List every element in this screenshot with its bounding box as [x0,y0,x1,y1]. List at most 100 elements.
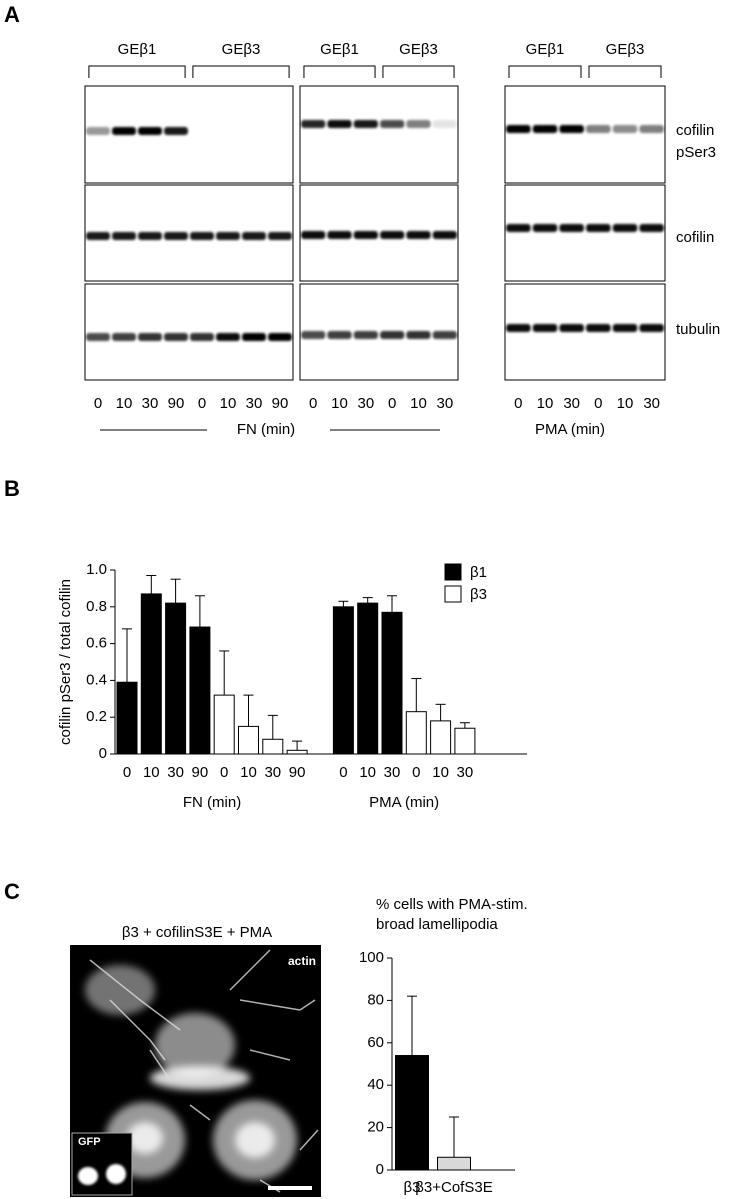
lane-label: 30 [142,395,159,412]
bar [286,749,308,755]
band [301,120,326,128]
lane-label: 0 [594,395,602,412]
band [86,127,110,135]
band [216,333,240,341]
legend-swatch [444,563,462,581]
band [327,120,352,128]
lane-label: 10 [537,395,554,412]
band [242,232,266,240]
band [138,333,162,341]
axis-label: PMA (min) [535,421,605,438]
bar [189,626,211,755]
band [190,333,214,341]
band [639,125,664,133]
x-tick-label: 10 [240,764,257,781]
bracket [508,65,582,78]
chart-title: broad lamellipodia [376,916,498,933]
y-tick-label: 100 [359,949,384,966]
lane-label: 30 [436,395,453,412]
band [586,224,611,232]
x-tick-label: 90 [192,764,209,781]
band [432,120,457,128]
axis-label: FN (min) [237,421,295,438]
bar [381,611,403,755]
x-tick-label: 30 [384,764,401,781]
lane-label: 10 [617,395,634,412]
band [559,324,584,332]
band [164,333,188,341]
blot-panel [299,283,459,381]
y-tick-label: 0 [376,1161,384,1178]
y-axis-label: cofilin pSer3 / total cofilin [57,579,74,745]
image-title: β3 + cofilinS3E + PMA [122,924,272,941]
x-tick-label: 30 [457,764,474,781]
band [353,120,378,128]
lane-label: 90 [272,395,289,412]
panel-label: A [4,2,20,27]
x-tick-label: 0 [339,764,347,781]
band [532,324,558,332]
bracket [192,65,290,78]
band [406,231,431,239]
legend-label: β3 [470,586,487,603]
band [112,127,136,135]
bracket [88,65,186,78]
bar [116,681,138,755]
bar [262,738,284,755]
band [432,331,457,339]
legend-swatch [444,585,462,603]
x-tick-label: 0 [412,764,420,781]
micrograph: actin GFP [70,945,321,1197]
bar [213,694,235,755]
band [138,232,162,240]
band [216,232,240,240]
lane-label: 0 [514,395,522,412]
lane-label: 10 [331,395,348,412]
bar [405,711,427,755]
bar [430,720,452,755]
x-tick-label: 10 [432,764,449,781]
bar [454,727,476,755]
bar [140,593,162,755]
band [612,224,638,232]
bracket [588,65,662,78]
band [639,224,664,232]
x-tick-label: 10 [359,764,376,781]
group-header: GEβ1 [320,41,359,58]
bar [357,602,379,755]
blot-panel [504,283,666,381]
lane-label: 30 [643,395,660,412]
x-tick-label: 30 [167,764,184,781]
panel-label: C [4,879,20,904]
band [612,125,638,133]
lane-label: 90 [168,395,185,412]
lane-label: 0 [198,395,206,412]
y-tick-label: 0.8 [86,598,107,615]
x-tick-label: 90 [289,764,306,781]
band [506,324,531,332]
band [112,232,136,240]
legend-label: β1 [470,564,487,581]
band [406,120,431,128]
band [301,231,326,239]
blot-panel [504,184,666,282]
row-label: pSer3 [676,144,716,161]
x-tick-label: β3 [404,1179,421,1196]
band [559,224,584,232]
lane-label: 0 [388,395,396,412]
band [268,232,292,240]
lane-label: 30 [563,395,580,412]
bar [165,602,187,755]
group-label: PMA (min) [369,794,439,811]
band [164,127,188,135]
image-label: GFP [78,1136,101,1148]
row-label: tubulin [676,321,720,338]
y-tick-label: 0.4 [86,671,107,688]
group-header: GEβ3 [399,41,438,58]
group-label: FN (min) [183,794,241,811]
lane-label: 10 [116,395,133,412]
band [86,232,110,240]
x-tick-label: 30 [264,764,281,781]
band [138,127,162,135]
